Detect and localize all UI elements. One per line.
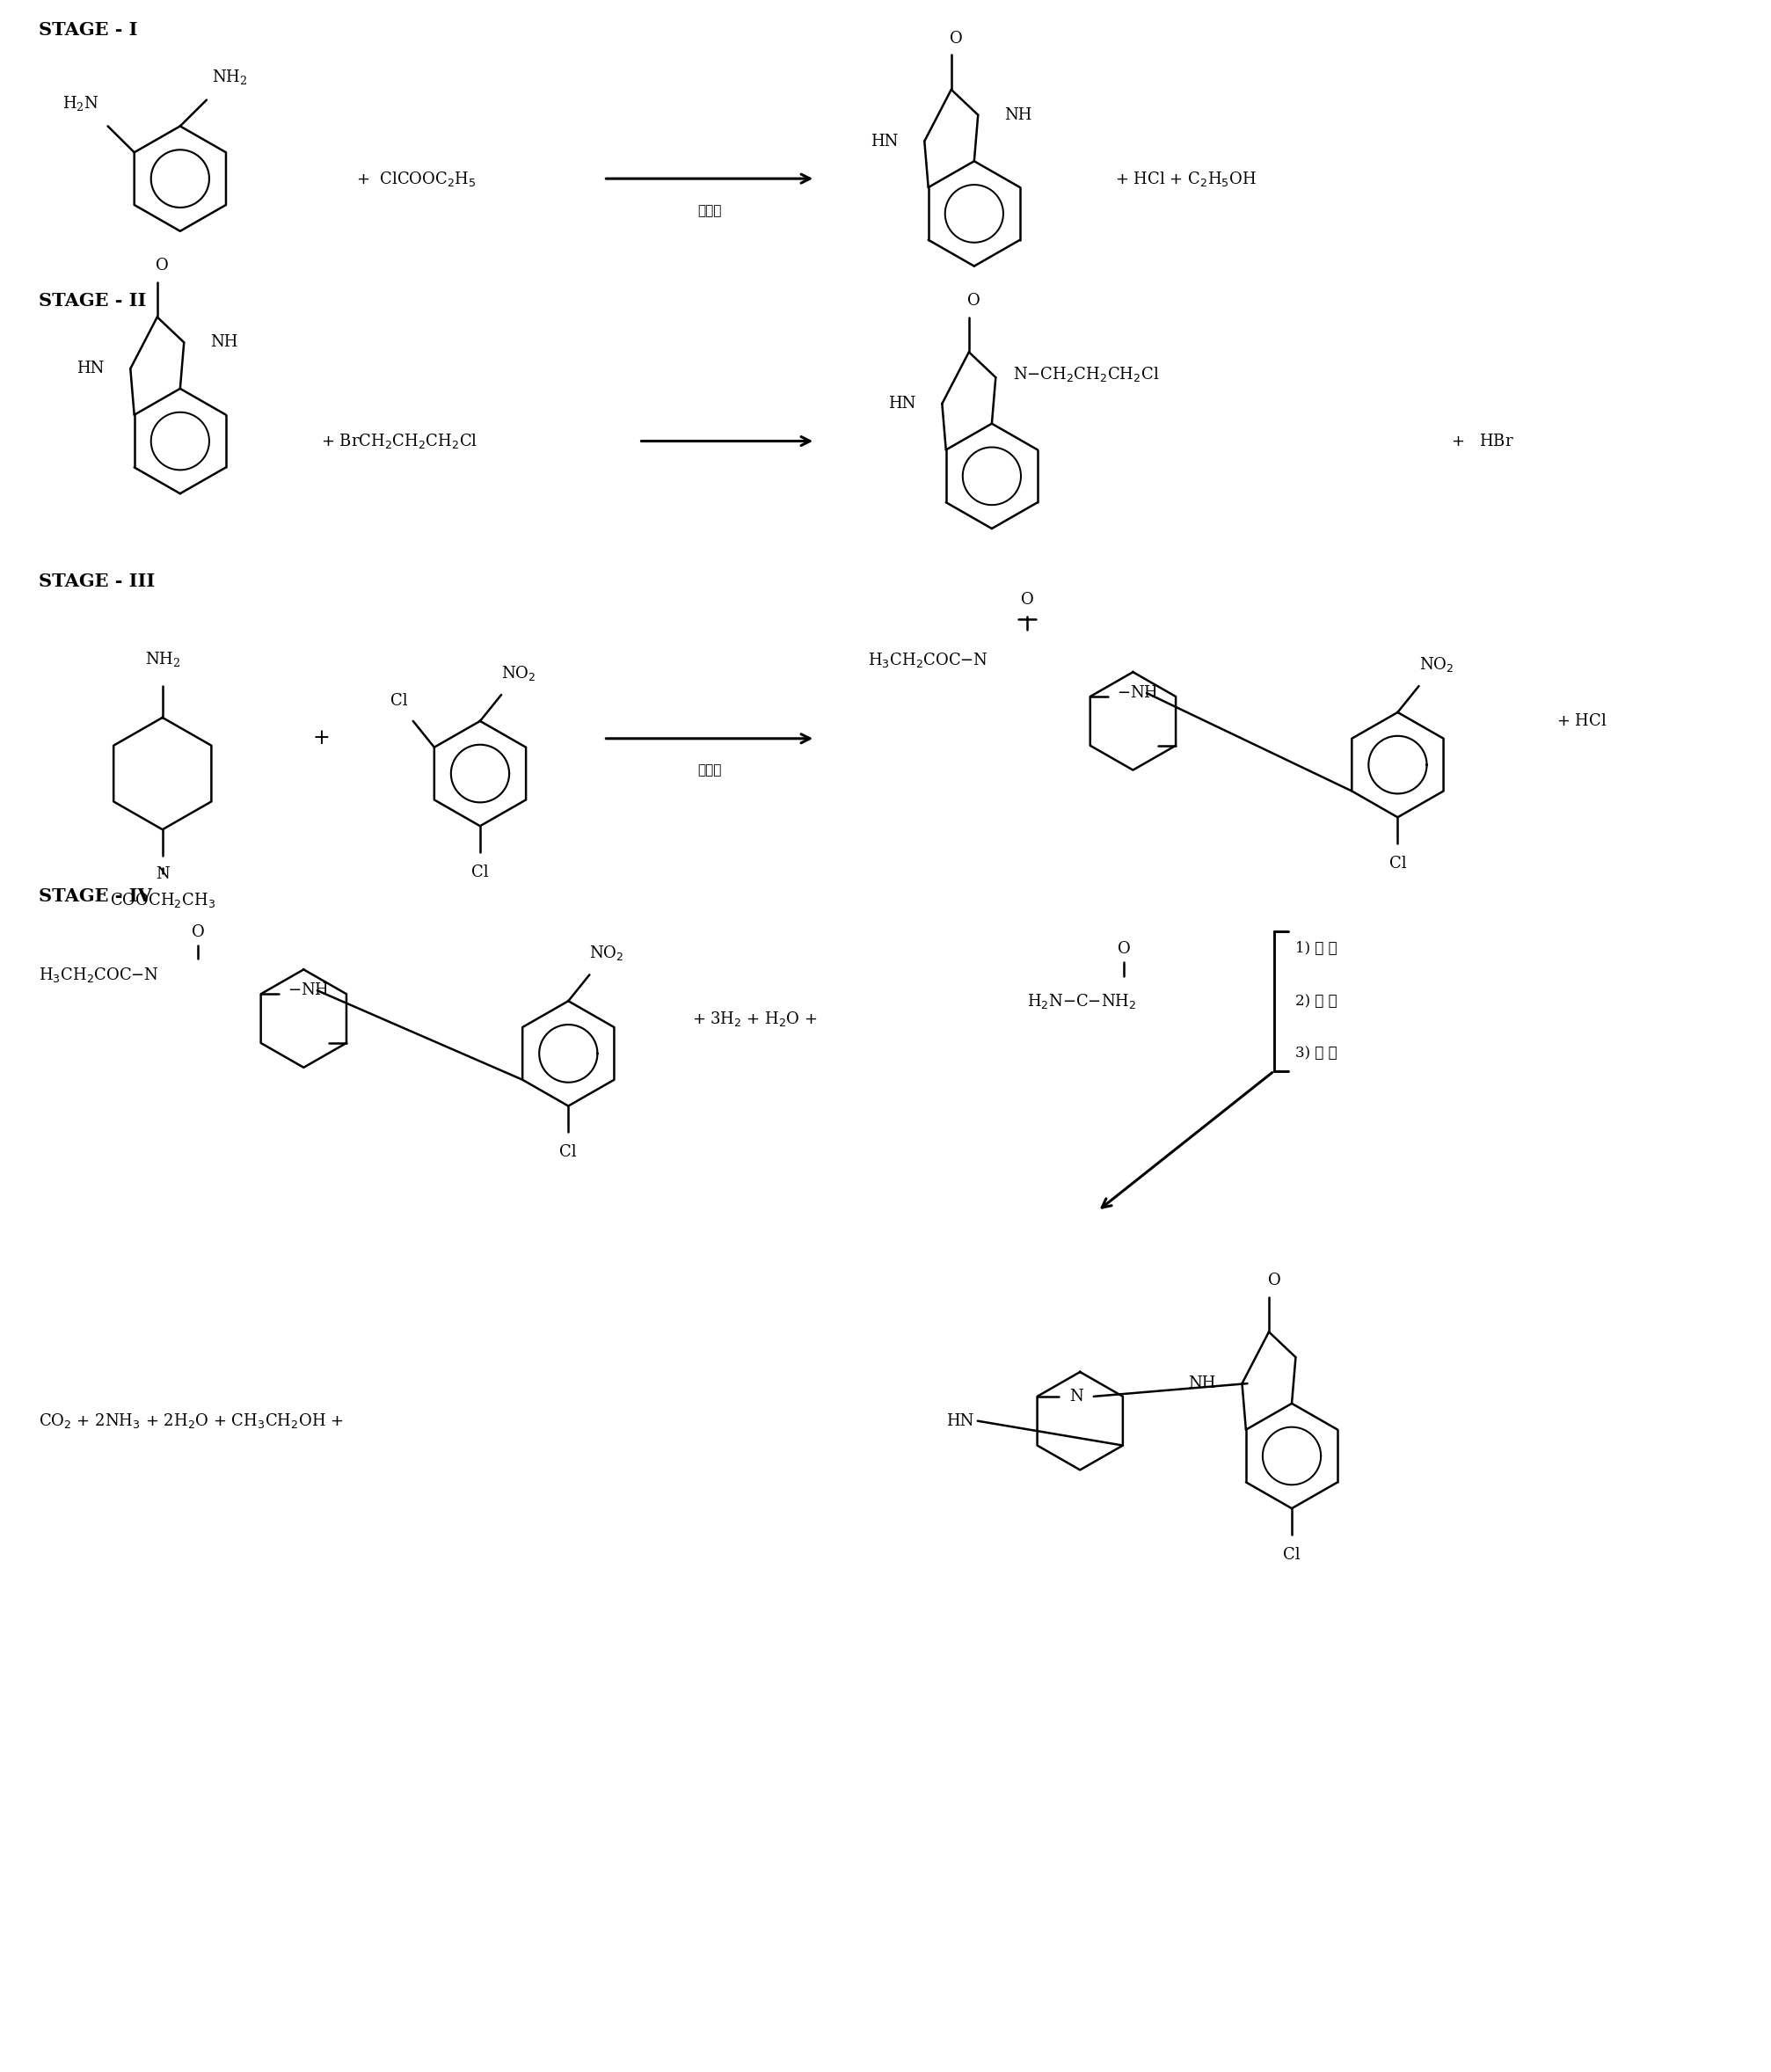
Text: $+$ HCl: $+$ HCl	[1555, 713, 1606, 729]
Text: STAGE - II: STAGE - II	[39, 292, 147, 311]
Text: 1) 还 原: 1) 还 原	[1295, 941, 1337, 955]
Text: COOCH$_2$CH$_3$: COOCH$_2$CH$_3$	[110, 891, 214, 910]
Text: $-$NH: $-$NH	[287, 982, 329, 999]
Text: NH: NH	[1187, 1376, 1215, 1392]
Text: H$_3$CH$_2$COC$-$N: H$_3$CH$_2$COC$-$N	[868, 651, 988, 669]
Text: $+$ HCl $+$ C$_2$H$_5$OH: $+$ HCl $+$ C$_2$H$_5$OH	[1114, 170, 1256, 189]
Text: O: O	[1118, 941, 1130, 957]
Text: +: +	[312, 729, 329, 748]
Text: STAGE - I: STAGE - I	[39, 21, 138, 39]
Text: CO$_2$ $+$ 2NH$_3$ $+$ 2H$_2$O $+$ CH$_3$CH$_2$OH $+$: CO$_2$ $+$ 2NH$_3$ $+$ 2H$_2$O $+$ CH$_3…	[39, 1411, 344, 1430]
Text: O: O	[967, 292, 979, 309]
Text: $+$   HBr: $+$ HBr	[1450, 433, 1512, 450]
Text: STAGE - IV: STAGE - IV	[39, 887, 152, 905]
Text: $+$ BrCH$_2$CH$_2$CH$_2$Cl: $+$ BrCH$_2$CH$_2$CH$_2$Cl	[321, 431, 478, 450]
Text: O: O	[1020, 591, 1032, 607]
Text: NO$_2$: NO$_2$	[1419, 655, 1452, 673]
Text: O: O	[156, 257, 168, 274]
Text: H$_3$CH$_2$COC$-$N: H$_3$CH$_2$COC$-$N	[39, 966, 159, 984]
Text: H$_2$N$-$C$-$NH$_2$: H$_2$N$-$C$-$NH$_2$	[1027, 992, 1135, 1011]
Text: $\mathregular{H_2N}$: $\mathregular{H_2N}$	[62, 93, 99, 112]
Text: O: O	[949, 31, 963, 46]
Text: O: O	[191, 924, 204, 941]
Text: Cl: Cl	[471, 864, 489, 881]
Text: NO$_2$: NO$_2$	[590, 945, 623, 963]
Text: HN: HN	[870, 133, 898, 149]
Text: NH: NH	[1004, 108, 1031, 122]
Text: Cl: Cl	[1282, 1548, 1300, 1562]
Text: HN: HN	[946, 1413, 974, 1430]
Text: N$-$CH$_2$CH$_2$CH$_2$Cl: N$-$CH$_2$CH$_2$CH$_2$Cl	[1013, 365, 1158, 383]
Text: 碳酸钾: 碳酸钾	[698, 765, 721, 777]
Text: 三乙胺: 三乙胺	[698, 205, 721, 218]
Text: $-$NH: $-$NH	[1116, 686, 1158, 700]
Text: $\mathregular{NH_2}$: $\mathregular{NH_2}$	[145, 651, 181, 669]
Text: HN: HN	[76, 361, 104, 377]
Text: $\mathregular{NH_2}$: $\mathregular{NH_2}$	[213, 68, 248, 85]
Text: 2) 环 合: 2) 环 合	[1295, 995, 1337, 1009]
Text: N: N	[1068, 1388, 1082, 1405]
Text: NO$_2$: NO$_2$	[501, 665, 535, 682]
Text: O: O	[1266, 1272, 1280, 1289]
Text: Cl: Cl	[560, 1144, 577, 1160]
Text: $+$  ClCOOC$_2$H$_5$: $+$ ClCOOC$_2$H$_5$	[356, 170, 476, 189]
Text: HN: HN	[887, 396, 916, 412]
Text: Cl: Cl	[390, 692, 407, 709]
Text: Cl: Cl	[1388, 856, 1406, 872]
Text: N: N	[156, 866, 170, 883]
Text: $+$ 3H$_2$ $+$ H$_2$O $+$: $+$ 3H$_2$ $+$ H$_2$O $+$	[691, 1009, 816, 1028]
Text: 3) 水 解: 3) 水 解	[1295, 1046, 1337, 1061]
Text: NH: NH	[211, 334, 237, 350]
Text: STAGE - III: STAGE - III	[39, 572, 156, 591]
